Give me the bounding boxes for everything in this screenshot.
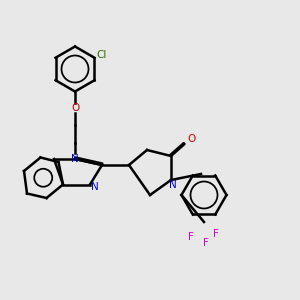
- Text: F: F: [188, 232, 194, 242]
- Text: O: O: [188, 134, 196, 145]
- Text: N: N: [169, 179, 176, 190]
- Text: F: F: [213, 229, 219, 239]
- Text: F: F: [202, 238, 208, 248]
- Text: N: N: [91, 182, 98, 193]
- Text: Cl: Cl: [97, 50, 107, 60]
- Text: N: N: [71, 154, 79, 164]
- Text: O: O: [71, 103, 79, 113]
